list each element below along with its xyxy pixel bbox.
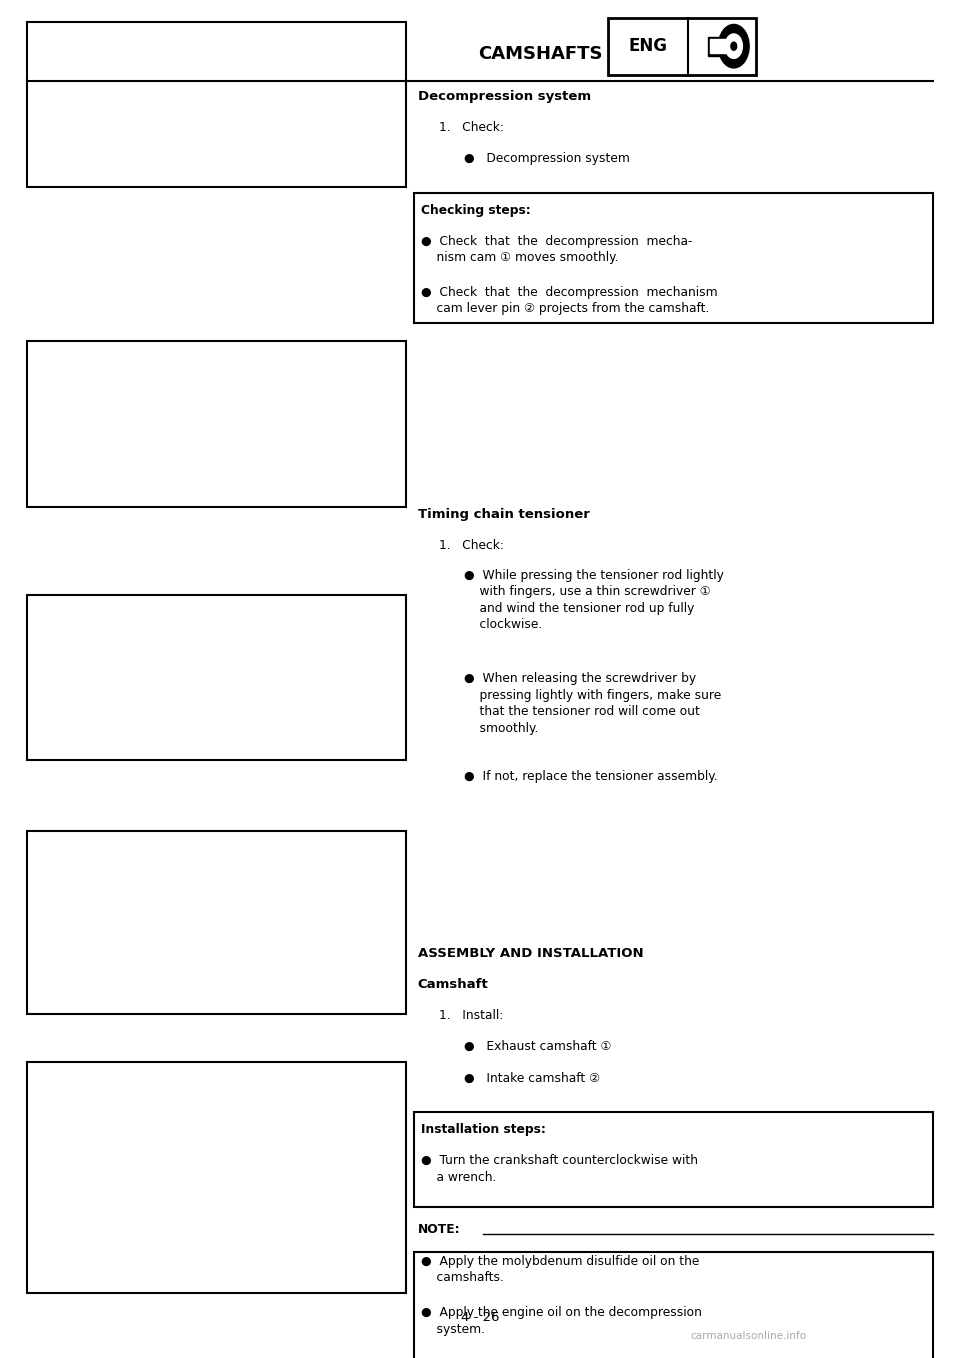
Circle shape xyxy=(725,34,742,58)
Circle shape xyxy=(718,24,749,68)
Text: ●  Turn the crankshaft counterclockwise with
    a wrench.: ● Turn the crankshaft counterclockwise w… xyxy=(421,1154,699,1184)
Text: Camshaft: Camshaft xyxy=(418,978,489,991)
Text: ●  While pressing the tensioner rod lightly
    with fingers, use a thin screwdr: ● While pressing the tensioner rod light… xyxy=(464,569,724,631)
Text: 1.   Install:: 1. Install: xyxy=(439,1009,503,1023)
Text: Checking steps:: Checking steps: xyxy=(421,204,531,216)
Text: ●  When releasing the screwdriver by
    pressing lightly with fingers, make sur: ● When releasing the screwdriver by pres… xyxy=(464,672,721,735)
Text: ENG: ENG xyxy=(629,37,667,56)
Bar xyxy=(414,1252,933,1358)
Text: 4 - 26: 4 - 26 xyxy=(461,1310,499,1324)
Text: 1.   Check:: 1. Check: xyxy=(439,121,504,134)
Text: carmanualsonline.info: carmanualsonline.info xyxy=(691,1331,806,1342)
Bar xyxy=(27,341,406,507)
Text: ●   Exhaust camshaft ①: ● Exhaust camshaft ① xyxy=(464,1040,612,1054)
Bar xyxy=(709,39,727,53)
Text: ASSEMBLY AND INSTALLATION: ASSEMBLY AND INSTALLATION xyxy=(418,947,643,960)
Bar xyxy=(27,1062,406,1293)
Bar xyxy=(27,831,406,1014)
Circle shape xyxy=(731,42,736,50)
Text: CAMSHAFTS: CAMSHAFTS xyxy=(478,45,603,64)
Text: ●  Apply the engine oil on the decompression
    system.: ● Apply the engine oil on the decompress… xyxy=(421,1306,703,1336)
Text: Installation steps:: Installation steps: xyxy=(421,1123,546,1135)
Bar xyxy=(608,18,756,75)
Bar xyxy=(708,37,729,56)
Bar xyxy=(27,22,406,187)
Text: ●  If not, replace the tensioner assembly.: ● If not, replace the tensioner assembly… xyxy=(464,770,717,782)
Bar xyxy=(414,1112,933,1207)
Text: ●  Check  that  the  decompression  mechanism
    cam lever pin ② projects from : ● Check that the decompression mechanism… xyxy=(421,287,718,315)
Text: NOTE:: NOTE: xyxy=(418,1224,460,1236)
Text: ●   Intake camshaft ②: ● Intake camshaft ② xyxy=(464,1071,600,1085)
Text: ●  Check  that  the  decompression  mecha-
    nism cam ① moves smoothly.: ● Check that the decompression mecha- ni… xyxy=(421,235,693,263)
Bar xyxy=(27,595,406,760)
Text: ●   Decompression system: ● Decompression system xyxy=(464,152,630,166)
Text: Timing chain tensioner: Timing chain tensioner xyxy=(418,508,589,521)
Bar xyxy=(414,193,933,323)
Text: Decompression system: Decompression system xyxy=(418,90,590,103)
Text: ●  Apply the molybdenum disulfide oil on the
    camshafts.: ● Apply the molybdenum disulfide oil on … xyxy=(421,1255,700,1285)
Text: 1.   Check:: 1. Check: xyxy=(439,539,504,553)
